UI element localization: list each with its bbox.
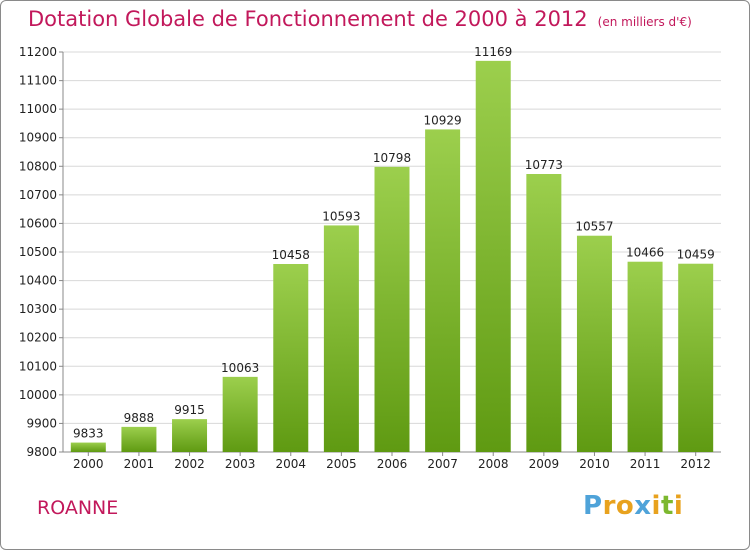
bar — [526, 174, 562, 452]
logo-letter: i — [651, 491, 661, 521]
commune-name: ROANNE — [37, 497, 119, 519]
data-label: 10466 — [626, 246, 664, 260]
x-tick-label: 2000 — [73, 457, 104, 471]
data-label: 9888 — [124, 411, 155, 425]
y-tick-label: 11200 — [19, 45, 57, 59]
y-tick-label: 10100 — [19, 359, 57, 373]
data-label: 10557 — [575, 220, 613, 234]
x-tick-label: 2006 — [377, 457, 408, 471]
logo-letter: x — [634, 491, 652, 521]
data-label: 11169 — [474, 45, 512, 59]
data-label: 10929 — [424, 113, 462, 127]
x-tick-label: 2001 — [124, 457, 155, 471]
y-tick-label: 10900 — [19, 131, 57, 145]
x-tick-label: 2012 — [680, 457, 711, 471]
bar — [576, 235, 612, 452]
bar — [374, 166, 410, 452]
y-tick-label: 10700 — [19, 188, 57, 202]
bar — [273, 264, 309, 452]
logo-letter: i — [673, 491, 684, 521]
x-tick-label: 2002 — [174, 457, 205, 471]
data-label: 10798 — [373, 151, 411, 165]
data-label: 10593 — [322, 209, 360, 223]
x-tick-label: 2008 — [478, 457, 509, 471]
proxiti-logo: Proxiti — [583, 491, 683, 521]
y-tick-label: 10500 — [19, 245, 57, 259]
bar — [678, 263, 714, 452]
data-label: 10063 — [221, 361, 259, 375]
bar — [425, 129, 461, 452]
chart-title: Dotation Globale de Fonctionnement de 20… — [28, 7, 692, 31]
x-tick-label: 2005 — [326, 457, 357, 471]
x-tick-label: 2003 — [225, 457, 256, 471]
bar — [70, 442, 106, 452]
bar — [323, 225, 359, 452]
x-tick-label: 2011 — [630, 457, 661, 471]
x-tick-label: 2004 — [275, 457, 306, 471]
data-label: 10773 — [525, 158, 563, 172]
data-label: 10458 — [272, 248, 310, 262]
x-tick-label: 2007 — [427, 457, 458, 471]
x-tick-label: 2009 — [529, 457, 560, 471]
chart-title-unit: (en milliers d'€) — [597, 15, 692, 29]
y-tick-label: 10200 — [19, 331, 57, 345]
bar — [172, 419, 208, 452]
y-tick-label: 11100 — [19, 74, 57, 88]
y-tick-label: 10400 — [19, 274, 57, 288]
chart-title-main: Dotation Globale de Fonctionnement de 20… — [28, 7, 588, 31]
y-tick-label: 9900 — [26, 416, 57, 430]
logo-letter: P — [583, 491, 603, 521]
bar — [475, 60, 511, 452]
y-tick-label: 11000 — [19, 102, 57, 116]
bar — [222, 376, 258, 452]
y-tick-label: 10600 — [19, 216, 57, 230]
y-tick-label: 10000 — [19, 388, 57, 402]
data-label: 9833 — [73, 427, 104, 441]
y-tick-label: 10300 — [19, 302, 57, 316]
logo-letter: r — [602, 491, 616, 521]
x-tick-label: 2010 — [579, 457, 610, 471]
y-tick-label: 10800 — [19, 159, 57, 173]
y-tick-label: 9800 — [26, 445, 57, 459]
logo-letter: t — [660, 491, 674, 521]
bar — [627, 261, 663, 452]
data-label: 9915 — [174, 403, 205, 417]
bar — [121, 426, 157, 452]
data-label: 10459 — [677, 248, 715, 262]
logo-letter: o — [615, 491, 635, 521]
